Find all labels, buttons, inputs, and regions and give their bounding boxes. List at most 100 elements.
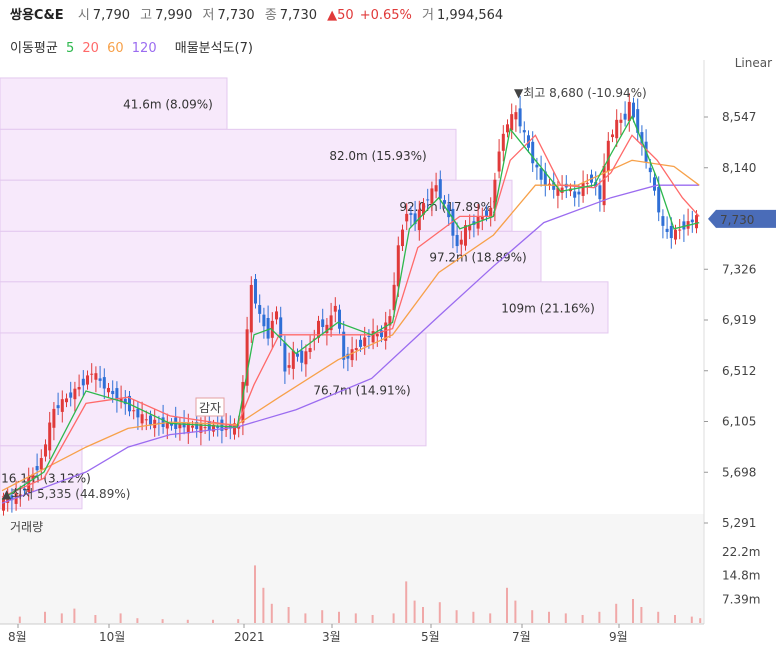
candle-body: [413, 213, 417, 225]
candle-body: [170, 423, 173, 426]
candle-body: [682, 221, 686, 230]
candle-body: [44, 444, 47, 457]
volume-bar: [632, 599, 634, 623]
candle-body: [640, 132, 644, 144]
candle-body: [632, 102, 635, 118]
x-tick-label: 5월: [421, 630, 440, 644]
ma5-legend: 5: [65, 41, 75, 56]
volume-profile-bar: [0, 77, 228, 130]
volume-bar: [254, 565, 256, 623]
candle-body: [342, 331, 346, 360]
candle-body: [573, 191, 577, 198]
candle-body: [506, 124, 509, 133]
volume-bar: [212, 619, 214, 623]
candle-body: [304, 351, 308, 365]
volume-bar: [18, 616, 21, 623]
volume-bar: [699, 618, 702, 623]
candle-body: [31, 474, 35, 479]
candle-body: [543, 171, 547, 186]
candle-body: [161, 417, 165, 427]
candle-body: [69, 392, 73, 398]
candle-body: [678, 229, 682, 231]
candle-body: [501, 133, 505, 151]
candle-body: [539, 168, 543, 180]
price-tick-label: 5,698: [722, 465, 756, 479]
ma-label: 이동평균: [10, 41, 58, 56]
candle-body: [623, 113, 627, 120]
candle-body: [119, 398, 123, 402]
ma5-line: [1, 115, 700, 500]
candle-body: [48, 422, 52, 451]
volume-bar: [489, 613, 492, 623]
candle-body: [233, 423, 236, 435]
indicator-legend[interactable]: 이동평균 5 20 60 120 매물분석도(7): [10, 37, 257, 56]
candle-body: [669, 225, 673, 239]
close-label: 종: [264, 8, 277, 23]
volume-profile-label: 97.2m (18.89%): [429, 251, 526, 265]
volume-tick-label: 22.2m: [722, 545, 760, 559]
volume-profile-bar: [0, 179, 513, 232]
candle-body: [77, 387, 81, 390]
ma60-legend: 60: [107, 41, 124, 56]
candle-body: [296, 353, 299, 357]
candle-body: [518, 108, 522, 127]
candle-body: [535, 164, 539, 168]
candle-body: [468, 224, 472, 231]
candle-body: [602, 165, 606, 206]
candle-body: [60, 399, 64, 412]
volume-bar: [514, 600, 517, 623]
candle-body: [140, 414, 144, 424]
volume-bar: [136, 618, 139, 623]
candle-body: [422, 203, 425, 215]
candle-body: [661, 216, 665, 226]
volume-value: 1,994,564: [437, 8, 504, 23]
candle-body: [480, 216, 484, 220]
price-tick-label: 6,105: [722, 415, 756, 429]
x-tick-label: 10월: [99, 630, 125, 644]
volume-bar: [405, 581, 408, 623]
volume-bar: [657, 611, 660, 623]
candle-body: [321, 319, 325, 327]
low-value: 7,730: [217, 8, 255, 23]
candle-body: [665, 228, 669, 232]
candle-body: [359, 339, 362, 347]
candle-body: [81, 378, 85, 386]
candle-body: [552, 182, 556, 190]
volume-bar: [186, 619, 189, 623]
candle-body: [522, 130, 526, 133]
candle-body: [648, 167, 652, 173]
volume-bar: [354, 613, 357, 623]
last-price-badge: [708, 209, 776, 228]
x-tick-label: 9월: [609, 630, 628, 644]
candle-body: [212, 424, 215, 432]
price-tick-label: 6,919: [722, 313, 756, 327]
candle-body: [300, 350, 304, 363]
candle-body: [350, 349, 354, 361]
volume-bar: [455, 610, 458, 623]
volume-bar: [73, 608, 76, 623]
scale-mode-button[interactable]: Linear: [734, 56, 772, 70]
candle-body: [459, 239, 463, 245]
candle-body: [291, 350, 295, 369]
candle-body: [388, 316, 392, 326]
candle-body: [115, 388, 119, 401]
candle-body: [216, 425, 220, 428]
high-value: 7,990: [155, 8, 193, 23]
price-tick-label: 8,547: [722, 110, 756, 124]
candle-body: [447, 204, 451, 218]
split-marker-box: [195, 397, 225, 417]
volume-profile-bar: [0, 230, 542, 283]
candle-body: [581, 182, 585, 196]
candle-body: [23, 488, 26, 491]
candle-body: [434, 185, 438, 192]
volume-bar: [472, 611, 475, 623]
candle-body: [611, 134, 614, 138]
volume-bar: [270, 603, 273, 623]
candle-body: [690, 219, 694, 223]
candle-body: [186, 422, 190, 434]
stock-name: 쌍용C&E: [10, 8, 64, 23]
candle-body: [401, 229, 404, 247]
candle-body: [144, 419, 148, 421]
volume-profile-bar: [0, 128, 457, 181]
candle-body: [531, 141, 535, 164]
